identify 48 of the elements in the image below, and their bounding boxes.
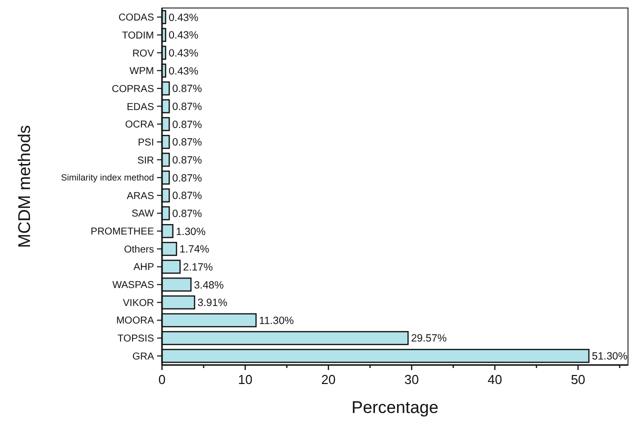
y-tick-label: SIR bbox=[137, 155, 154, 166]
y-tick-label: WPM bbox=[130, 66, 154, 78]
data-label: 3.48% bbox=[194, 279, 224, 292]
y-tick-label: SAW bbox=[132, 208, 155, 220]
data-label: 0.87% bbox=[172, 154, 202, 166]
data-label: 0.43% bbox=[168, 30, 198, 42]
y-tick-label: TODIM bbox=[122, 30, 154, 42]
data-label: 0.87% bbox=[172, 100, 202, 113]
y-tick-label: EDAS bbox=[126, 102, 154, 113]
x-tick-label: 20 bbox=[321, 372, 336, 387]
y-tick-label: WASPAS bbox=[112, 280, 154, 292]
y-tick-label: ARAS bbox=[126, 190, 154, 202]
y-tick-label: Similarity index method bbox=[60, 172, 154, 183]
data-label: 0.87% bbox=[172, 136, 202, 149]
x-axis-title: Percentage bbox=[352, 398, 438, 417]
data-label: 2.17% bbox=[183, 261, 213, 274]
y-axis-title: MCDM methods bbox=[15, 125, 34, 248]
data-label: 0.87% bbox=[172, 208, 202, 220]
data-label: 0.43% bbox=[168, 47, 198, 60]
y-tick-label: ROV bbox=[132, 48, 154, 60]
data-label: 11.30% bbox=[259, 314, 294, 327]
y-tick-label: GRA bbox=[132, 351, 154, 362]
x-tick-label: 30 bbox=[404, 372, 419, 387]
y-tick-label: COPRAS bbox=[112, 84, 154, 95]
y-tick-label: MOORA bbox=[116, 316, 154, 327]
data-label: 0.43% bbox=[168, 12, 198, 24]
x-tick-label: 10 bbox=[238, 372, 252, 387]
x-tick-label: 0 bbox=[158, 372, 166, 387]
data-label: 0.87% bbox=[172, 83, 202, 96]
y-tick-label: PSI bbox=[138, 137, 154, 148]
y-tick-label: AHP bbox=[133, 262, 154, 274]
data-label: 1.74% bbox=[179, 244, 210, 256]
data-label: 3.91% bbox=[198, 297, 228, 310]
x-tick-label: 50 bbox=[570, 372, 586, 387]
data-label: 1.30% bbox=[176, 226, 206, 238]
y-tick-label: OCRA bbox=[125, 120, 154, 131]
data-label: 0.43% bbox=[168, 65, 198, 78]
y-tick-label: VIKOR bbox=[122, 298, 154, 309]
y-tick-label: Others bbox=[124, 244, 154, 256]
data-label: 51.30% bbox=[592, 350, 628, 363]
y-tick-label: PROMETHEE bbox=[90, 226, 154, 238]
data-label: 0.87% bbox=[172, 190, 202, 202]
x-tick-label: 40 bbox=[488, 372, 502, 387]
data-label: 0.87% bbox=[172, 172, 202, 184]
y-tick-label: CODAS bbox=[118, 12, 154, 24]
data-label: 29.57% bbox=[411, 332, 447, 345]
y-tick-label: TOPSIS bbox=[118, 334, 154, 345]
data-label: 0.87% bbox=[172, 118, 202, 131]
